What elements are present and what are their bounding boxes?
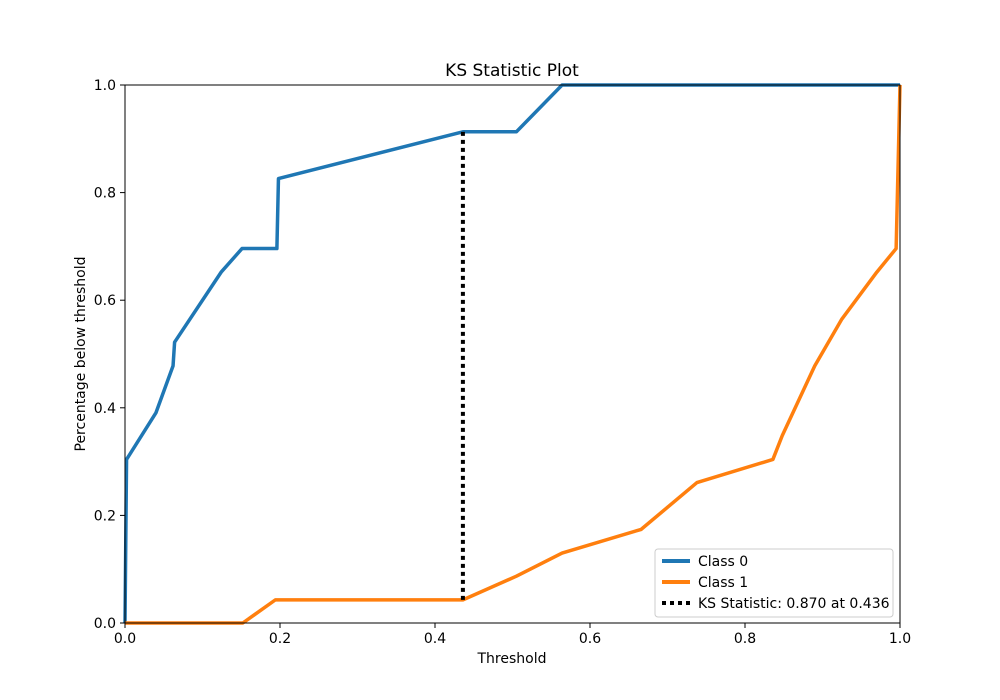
series-line-class-1 bbox=[125, 84, 902, 625]
x-axis-ticks: 0.0 0.2 0.4 0.6 0.8 1.0 bbox=[114, 623, 911, 647]
x-tick-label: 0.0 bbox=[114, 631, 136, 647]
plot-area bbox=[123, 83, 902, 625]
legend: Class 0 Class 1 KS Statistic: 0.870 at 0… bbox=[654, 548, 894, 618]
y-tick-label: 1.0 bbox=[94, 78, 116, 94]
x-tick-label: 0.2 bbox=[269, 631, 291, 647]
series-line-class-0 bbox=[123, 83, 900, 624]
y-tick-label: 0.6 bbox=[94, 293, 116, 309]
legend-label-ks-statistic: KS Statistic: 0.870 at 0.436 bbox=[698, 596, 890, 612]
chart-title: KS Statistic Plot bbox=[445, 61, 579, 81]
x-tick-label: 0.6 bbox=[579, 631, 601, 647]
x-tick-label: 0.8 bbox=[734, 631, 756, 647]
y-tick-label: 0.2 bbox=[94, 508, 116, 524]
legend-label-class-1: Class 1 bbox=[698, 575, 748, 591]
plot-frame bbox=[124, 84, 901, 624]
x-tick-label: 0.4 bbox=[424, 631, 446, 647]
y-axis-ticks: 0.0 0.2 0.4 0.6 0.8 1.0 bbox=[94, 78, 125, 632]
y-tick-label: 0.8 bbox=[94, 186, 116, 202]
y-tick-label: 0.0 bbox=[94, 616, 116, 632]
x-tick-label: 1.0 bbox=[889, 631, 911, 647]
x-axis-label: Threshold bbox=[477, 651, 547, 667]
legend-box bbox=[654, 548, 894, 618]
y-tick-label: 0.4 bbox=[94, 401, 116, 417]
y-axis-label: Percentage below threshold bbox=[73, 257, 89, 452]
legend-label-class-0: Class 0 bbox=[698, 554, 748, 570]
